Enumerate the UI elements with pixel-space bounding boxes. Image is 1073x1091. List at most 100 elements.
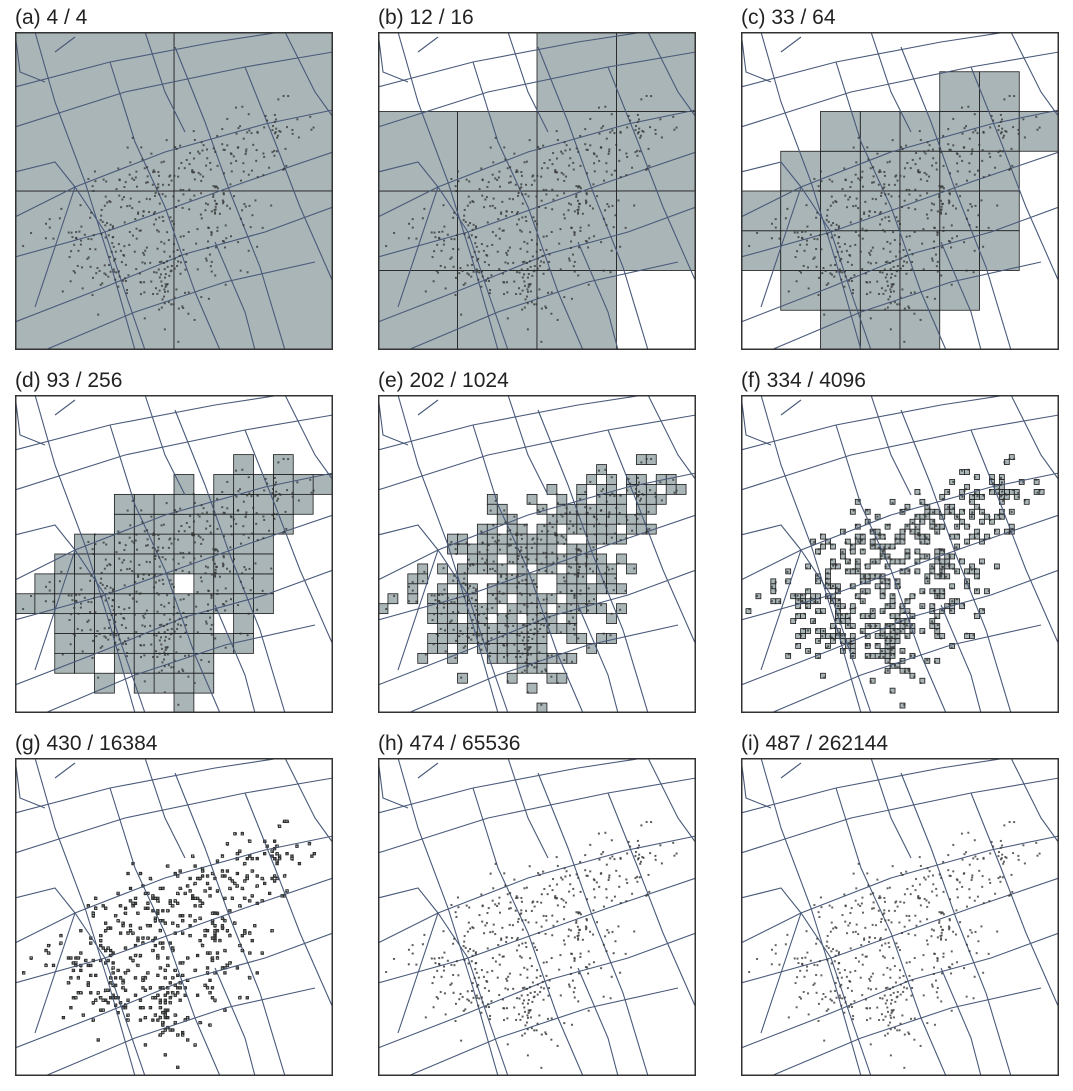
grid-cell — [546, 553, 558, 565]
point — [215, 565, 218, 568]
point — [542, 551, 545, 554]
street — [835, 61, 947, 350]
grid-cell — [417, 652, 429, 664]
street — [407, 624, 679, 713]
point — [922, 268, 925, 271]
point — [634, 129, 637, 132]
point — [536, 296, 539, 299]
point — [872, 175, 875, 178]
street — [780, 36, 802, 53]
point — [639, 134, 642, 137]
grid-cell — [457, 563, 468, 575]
point — [162, 183, 165, 186]
point — [517, 218, 520, 221]
point — [565, 144, 568, 147]
point — [411, 581, 414, 584]
point — [860, 539, 863, 542]
point — [868, 214, 871, 217]
point — [968, 137, 971, 140]
point — [450, 177, 453, 180]
point — [471, 228, 474, 231]
point — [173, 620, 176, 623]
point — [928, 144, 931, 147]
point — [153, 997, 156, 1000]
point — [598, 132, 601, 135]
point — [881, 634, 884, 637]
point — [485, 559, 488, 562]
point — [214, 574, 217, 577]
point — [297, 862, 300, 865]
point — [564, 149, 567, 152]
point — [575, 193, 578, 196]
point — [989, 489, 992, 492]
point — [475, 631, 478, 634]
point — [551, 526, 554, 529]
point — [526, 613, 529, 616]
point — [577, 637, 580, 640]
point — [577, 568, 580, 571]
point — [472, 270, 475, 273]
point — [569, 246, 572, 249]
point — [589, 480, 592, 483]
grid-cell — [874, 623, 881, 629]
point — [904, 254, 907, 257]
point — [477, 278, 480, 281]
grid-cell — [113, 493, 135, 515]
point — [108, 989, 111, 992]
point — [245, 511, 248, 514]
point — [910, 631, 913, 634]
point — [617, 199, 620, 202]
point — [222, 556, 225, 559]
point — [509, 538, 512, 541]
point — [807, 266, 810, 269]
point — [155, 913, 158, 916]
point — [756, 594, 759, 597]
grid-cell — [755, 593, 762, 600]
point — [634, 514, 637, 517]
point — [971, 513, 974, 516]
point — [119, 612, 122, 615]
street — [537, 409, 649, 713]
point — [965, 125, 968, 128]
point — [857, 499, 860, 502]
point — [393, 594, 396, 597]
point — [213, 199, 216, 202]
point — [221, 506, 224, 509]
point — [169, 537, 172, 540]
point — [526, 631, 529, 634]
point — [489, 509, 492, 512]
point — [172, 613, 175, 616]
point — [222, 918, 225, 921]
point — [108, 591, 111, 594]
point — [188, 889, 191, 892]
grid-cell — [889, 687, 896, 694]
point — [155, 187, 158, 190]
point — [212, 548, 215, 551]
grid-cell — [173, 474, 195, 495]
point — [200, 217, 203, 220]
point — [193, 557, 196, 560]
point — [223, 240, 226, 243]
point — [126, 931, 129, 934]
point — [843, 648, 846, 651]
point — [967, 209, 970, 212]
point — [200, 141, 203, 144]
point — [605, 170, 608, 173]
point — [487, 544, 490, 547]
point — [196, 631, 199, 634]
point — [216, 229, 219, 232]
point — [880, 287, 883, 290]
point — [539, 249, 542, 252]
point — [523, 647, 526, 650]
point — [908, 611, 911, 614]
point — [133, 541, 136, 544]
point — [99, 582, 102, 585]
point — [69, 1006, 72, 1009]
point — [224, 246, 227, 249]
point — [123, 617, 126, 620]
point — [213, 925, 216, 928]
point — [526, 651, 529, 654]
point — [535, 195, 538, 198]
point — [470, 638, 473, 641]
point — [919, 557, 922, 560]
